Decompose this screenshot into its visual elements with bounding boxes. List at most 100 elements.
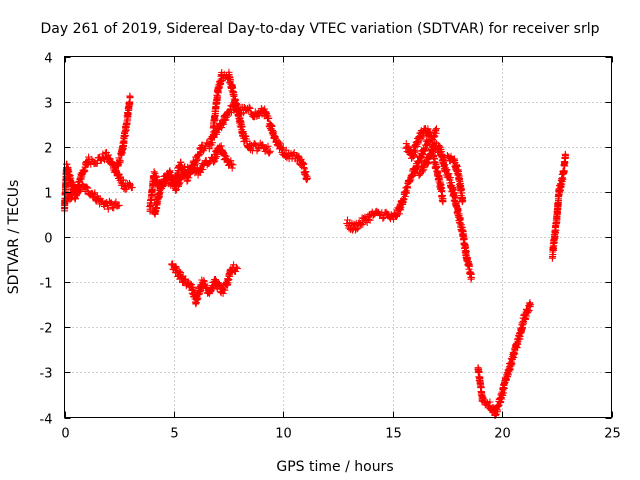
data-series xyxy=(61,68,570,419)
data-point xyxy=(443,166,451,174)
series-trace-j xyxy=(415,145,447,206)
data-point xyxy=(479,394,487,402)
ticks xyxy=(64,56,613,419)
x-tick-label: 5 xyxy=(170,427,178,442)
data-point xyxy=(182,275,190,283)
data-point xyxy=(219,289,227,297)
x-tick-label: 0 xyxy=(61,427,69,442)
chart-title: Day 261 of 2019, Sidereal Day-to-day VTE… xyxy=(40,21,599,37)
data-point xyxy=(246,104,254,112)
data-point xyxy=(251,140,259,148)
data-point xyxy=(302,168,310,175)
data-point xyxy=(116,157,124,165)
data-point xyxy=(297,155,305,163)
data-point xyxy=(486,398,494,406)
data-point xyxy=(379,214,387,222)
y-tick-label: -3 xyxy=(40,367,53,382)
data-point xyxy=(245,103,253,111)
data-point xyxy=(365,216,373,224)
data-point xyxy=(110,204,118,212)
data-point xyxy=(354,224,362,232)
x-tick-label: 15 xyxy=(385,427,402,442)
data-point xyxy=(211,154,219,162)
y-tick-label: 4 xyxy=(44,52,52,67)
data-point xyxy=(126,179,133,187)
data-point xyxy=(128,183,136,191)
y-tick-label: 3 xyxy=(44,97,52,112)
series-trace-k xyxy=(443,152,467,206)
data-point xyxy=(229,161,237,169)
data-point xyxy=(194,294,202,302)
data-point xyxy=(552,226,560,234)
x-axis-label: GPS time / hours xyxy=(276,459,393,475)
data-point xyxy=(439,197,447,205)
y-tick-label: -1 xyxy=(40,277,53,292)
data-point xyxy=(353,225,361,233)
series-trace-c xyxy=(111,92,134,172)
data-point xyxy=(359,220,367,228)
data-point xyxy=(559,175,567,183)
data-point xyxy=(126,93,134,101)
series-trace-g xyxy=(168,260,241,308)
data-point xyxy=(115,201,123,209)
data-point xyxy=(84,184,92,192)
data-point xyxy=(265,114,273,122)
data-point xyxy=(177,269,185,276)
grid xyxy=(64,56,612,418)
data-point xyxy=(217,142,225,150)
data-point xyxy=(79,182,87,189)
data-point xyxy=(112,198,120,206)
data-point xyxy=(214,94,221,102)
data-point xyxy=(412,147,419,155)
data-point xyxy=(264,142,272,150)
data-point xyxy=(175,267,183,275)
data-point xyxy=(466,262,473,270)
y-tick-label: 2 xyxy=(44,142,52,157)
x-tick-label: 10 xyxy=(275,427,292,442)
series-trace-f xyxy=(209,68,274,157)
y-tick-label: -4 xyxy=(40,413,53,428)
data-point xyxy=(263,144,270,152)
data-point xyxy=(183,177,191,185)
x-tick-label: 20 xyxy=(494,427,511,442)
series-trace-e xyxy=(150,142,237,218)
series-trace-d xyxy=(146,99,311,215)
data-point xyxy=(275,138,283,146)
series-trace-b xyxy=(63,181,123,213)
data-point xyxy=(228,160,235,168)
y-tick-label: 0 xyxy=(44,232,52,247)
data-point xyxy=(467,274,475,282)
data-point xyxy=(459,197,467,205)
data-point xyxy=(221,286,229,294)
data-point xyxy=(93,159,101,167)
y-tick-label: -2 xyxy=(40,322,53,337)
data-point xyxy=(199,166,207,173)
data-point xyxy=(66,196,74,204)
series-trace-m xyxy=(548,150,570,262)
data-point xyxy=(527,301,535,309)
data-point xyxy=(380,213,388,221)
data-point xyxy=(232,263,240,271)
data-point xyxy=(446,174,454,182)
data-point xyxy=(108,199,115,207)
data-point xyxy=(225,161,233,169)
data-point xyxy=(500,389,507,397)
data-point xyxy=(366,216,374,224)
data-point xyxy=(444,153,452,161)
tick-labels: 0 5 10 15 20 25 -4 -3 -2 -1 0 1 2 3 4 xyxy=(40,52,621,442)
data-point xyxy=(432,125,440,133)
y-axis-label: SDTVAR / TECUs xyxy=(6,180,22,295)
data-point xyxy=(76,186,84,194)
y-tick-label: 1 xyxy=(44,187,52,202)
data-point xyxy=(228,164,236,172)
x-tick-label: 25 xyxy=(604,427,621,442)
data-point xyxy=(203,161,211,169)
series-trace-l xyxy=(474,299,535,419)
data-point xyxy=(104,205,112,213)
data-point xyxy=(104,151,112,159)
data-point xyxy=(303,174,311,182)
data-point xyxy=(357,221,365,229)
data-point xyxy=(227,157,235,165)
data-point xyxy=(83,183,91,191)
